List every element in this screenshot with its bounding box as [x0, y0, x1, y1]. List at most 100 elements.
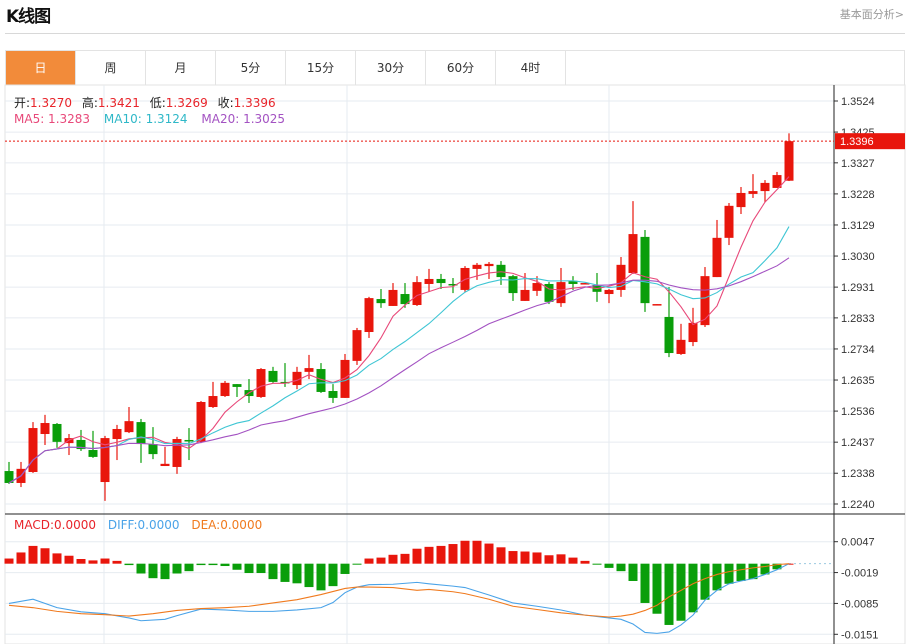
candle [556, 267, 566, 307]
macd-bar [664, 563, 674, 625]
fundamental-analysis-link[interactable]: 基本面分析> [839, 8, 904, 21]
candle-body [616, 264, 626, 290]
macd-bar [328, 563, 338, 587]
price-tick-label: 1.3030 [841, 251, 875, 263]
candle [532, 276, 542, 296]
macd-bar [496, 547, 506, 564]
chart-frame [4, 84, 906, 644]
candle-body [28, 428, 38, 472]
candle [388, 283, 398, 306]
tab-4hour[interactable]: 4时 [496, 51, 566, 85]
price-tick-label: 1.2931 [841, 282, 875, 294]
macd-bar [196, 563, 206, 566]
candle [316, 363, 326, 393]
high-value: 1.3421 [97, 96, 140, 110]
close-label: 收: [217, 96, 234, 110]
candle [256, 368, 266, 398]
candle [52, 423, 62, 448]
macd-bar [316, 563, 326, 591]
candle-body [652, 304, 662, 306]
price-tick-label: 1.2734 [841, 344, 875, 356]
macd-bar [352, 563, 362, 565]
tab-week[interactable]: 周 [76, 51, 146, 85]
candle [424, 268, 434, 292]
candle-body [532, 283, 542, 291]
tab-day[interactable]: 日 [6, 51, 76, 85]
macd-bar [640, 563, 650, 603]
tab-15min[interactable]: 15分 [286, 51, 356, 85]
candle [736, 186, 746, 214]
macd-bar [544, 555, 554, 564]
macd-bar [616, 563, 626, 572]
candle-body [160, 463, 170, 467]
ma-legend: MA5: 1.3283 MA10: 1.3124 MA20: 1.3025 [14, 112, 291, 126]
ma10-legend: MA10: 1.3124 [103, 112, 188, 126]
tab-30min[interactable]: 30分 [356, 51, 426, 85]
macd-bar [88, 560, 98, 564]
candle-body [712, 237, 722, 278]
macd-bar [208, 563, 218, 566]
candle-body [520, 289, 530, 301]
candle-body [88, 450, 98, 457]
candle-body [376, 299, 386, 304]
tab-5min[interactable]: 5分 [216, 51, 286, 85]
macd-bar [460, 540, 470, 564]
candle-body [664, 316, 674, 354]
candle [220, 380, 230, 397]
candle [496, 261, 506, 285]
macd-bar [508, 551, 518, 564]
candle [544, 282, 554, 305]
candle-body [220, 382, 230, 397]
candle [352, 327, 362, 365]
macd-bar [184, 563, 194, 572]
macd-tick-label: -0.0085 [841, 598, 878, 610]
candle [484, 262, 494, 279]
candle [124, 407, 134, 434]
candle [508, 274, 518, 301]
macd-bar [364, 558, 374, 564]
candle-body [280, 381, 290, 384]
macd-bar [652, 563, 662, 614]
macd-bar [736, 563, 746, 581]
macd-bar [52, 553, 62, 564]
price-tick-label: 1.3228 [841, 189, 875, 201]
candle [376, 289, 386, 308]
macd-bar [4, 558, 14, 564]
candle [88, 430, 98, 458]
candle [400, 283, 410, 308]
ma10-line [8, 226, 790, 484]
macd-tick-label: -0.0151 [841, 629, 878, 641]
candle-body [388, 289, 398, 306]
macd-bar [580, 560, 590, 564]
page-title: K线图 [6, 7, 51, 27]
candle-body [436, 278, 446, 284]
candle-body [772, 175, 782, 188]
tab-month[interactable]: 月 [146, 51, 216, 85]
candle [64, 434, 74, 456]
candle-body [748, 191, 758, 194]
candle-body [76, 439, 86, 450]
macd-tick-label: -0.0019 [841, 568, 878, 580]
macd-bar [448, 544, 458, 564]
tab-60min[interactable]: 60分 [426, 51, 496, 85]
candle-body [760, 182, 770, 192]
macd-bar [436, 545, 446, 564]
candle-body [352, 330, 362, 361]
candle-body [136, 422, 146, 445]
candle [784, 133, 794, 182]
macd-bar [376, 557, 386, 564]
candle [268, 366, 278, 383]
candle-body [472, 264, 482, 269]
ma5-line [8, 176, 790, 484]
price-tick-label: 1.3327 [841, 158, 875, 170]
candle [136, 418, 146, 463]
macd-bar [40, 548, 50, 564]
candle-body [364, 298, 374, 333]
candle-body [604, 289, 614, 295]
macd-bar [292, 563, 302, 584]
ma20-line [8, 257, 790, 484]
diff-value: DIFF:0.0000 [107, 518, 180, 532]
price-tick-label: 1.2240 [841, 499, 875, 511]
candle [436, 273, 446, 290]
